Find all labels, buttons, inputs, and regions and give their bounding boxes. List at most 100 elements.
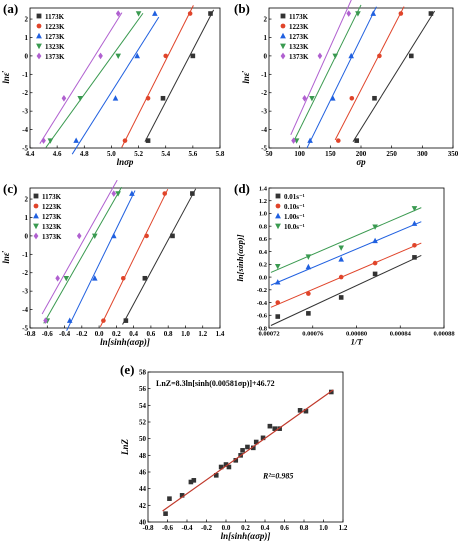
data-point — [302, 94, 307, 102]
data-point — [163, 511, 168, 516]
x-tick-label: 0.0 — [95, 330, 104, 338]
y-axis-label: ln[sinh(ασp)] — [235, 234, 245, 281]
data-point — [306, 311, 311, 316]
data-point — [123, 318, 129, 323]
data-point — [135, 11, 142, 17]
data-point — [274, 263, 281, 270]
panel-label: (b) — [234, 1, 250, 16]
data-point — [428, 11, 434, 16]
y-tick-label: -1 — [22, 71, 28, 79]
x-tick-label: 5.8 — [216, 150, 225, 158]
y-tick-label: -5 — [22, 324, 28, 332]
fit-line — [290, 0, 352, 136]
legend-marker — [33, 193, 39, 199]
x-tick-label: 5.0 — [107, 150, 116, 158]
x-axis-label: ln[sinh(ασp)] — [221, 531, 271, 541]
legend-label: 1373K — [45, 53, 65, 61]
y-tick-label: 1 — [25, 214, 29, 222]
x-tick-label: -0.2 — [76, 330, 88, 338]
legend-marker — [33, 212, 39, 219]
x-tick-label: 0.4 — [261, 524, 270, 532]
y-tick-label: 42 — [139, 502, 147, 510]
series-1173K — [352, 10, 436, 143]
legend-marker — [275, 193, 281, 199]
y-tick-label: 0.8 — [259, 223, 268, 230]
legend-marker — [33, 232, 39, 240]
legend-marker — [280, 13, 286, 19]
y-tick-label: 2 — [264, 16, 268, 24]
legend-marker — [280, 32, 286, 39]
fit-line — [270, 254, 422, 326]
plot-frame — [29, 187, 221, 329]
legend-label: 1273K — [42, 213, 62, 221]
x-tick-label: 0.8 — [300, 524, 309, 532]
y-tick-label: -4 — [261, 126, 267, 134]
data-point — [338, 256, 344, 262]
data-point — [115, 191, 121, 197]
data-point — [167, 496, 172, 501]
y-tick-label: 0 — [25, 232, 29, 240]
data-point — [160, 95, 166, 101]
plot-frame — [29, 7, 221, 149]
y-tick-label: -2 — [22, 89, 28, 97]
series-1373K — [290, 0, 352, 144]
legend-label: 1223K — [42, 203, 62, 211]
legend-label: 1273K — [289, 33, 309, 41]
data-point — [73, 137, 79, 143]
data-point — [346, 10, 352, 17]
fit-equation: LnZ=8.3ln[sinh(0.00581σp)]+46.72 — [156, 379, 275, 388]
data-point — [122, 138, 128, 143]
data-point — [233, 458, 239, 463]
series-1273K — [71, 10, 160, 155]
x-tick-label: 100 — [294, 150, 305, 158]
fit-line — [270, 221, 422, 286]
y-tick-label: 2 — [25, 196, 29, 204]
data-point — [354, 138, 360, 143]
data-point — [111, 190, 117, 197]
x-tick-label: 0.0 — [222, 524, 231, 532]
x-tick-label: 0.6 — [147, 330, 156, 338]
data-point — [101, 318, 106, 323]
data-point — [63, 275, 70, 282]
data-point — [129, 190, 135, 196]
x-tick-label: 0.00072 — [258, 331, 279, 338]
x-tick-label: 1.0 — [181, 330, 190, 338]
series-1223K — [334, 6, 405, 143]
y-tick-label: -3 — [261, 108, 267, 116]
data-point — [348, 52, 354, 59]
fit-line — [122, 188, 197, 325]
x-tick-label: 0.00080 — [346, 331, 367, 338]
data-point — [112, 95, 119, 101]
y-tick-label: -1 — [22, 251, 28, 259]
y-tick-label: -4 — [22, 126, 28, 134]
legend-label: 1273K — [45, 33, 65, 41]
y-tick-label: 0.2 — [259, 262, 267, 269]
y-tick-label: 40 — [139, 518, 147, 526]
data-point — [372, 237, 378, 244]
panel-e: -0.8 -0.6 -0.4 -0.2 0.0 0.2 0.4 0.6 0.8 1.0 1.2 40 4… — [120, 368, 348, 541]
panel-c: -0.8 -0.6 -0.4 -0.2 0.0 0.2 0.4 0.6 0.8 1.0 1.2 1.4… — [1, 180, 225, 347]
x-tick-label: 4.4 — [26, 150, 35, 158]
data-point — [411, 220, 418, 226]
data-point — [307, 137, 313, 143]
y-tick-label: 1.0 — [259, 211, 267, 218]
x-tick-label: -0.4 — [59, 330, 71, 338]
x-tick-label: 250 — [386, 150, 397, 158]
data-point — [41, 137, 46, 144]
data-point — [170, 233, 175, 239]
legend-label: 1323K — [42, 223, 62, 231]
data-point — [338, 245, 344, 251]
data-point — [372, 260, 378, 266]
x-tick-label: 0.6 — [280, 524, 289, 532]
panel-b: 50 100 150 200 250 300 350 -5 -4 -3 -2 -1 0 1 2 σp lnε̇ (… — [234, 0, 459, 167]
legend-label: 1373K — [42, 233, 62, 241]
data-point — [332, 53, 339, 59]
data-point — [372, 95, 377, 101]
data-point — [144, 233, 149, 239]
fit-line — [121, 5, 194, 148]
y-tick-label: 56 — [139, 385, 147, 393]
y-axis-label: LnZ — [120, 439, 130, 457]
data-point — [398, 11, 404, 16]
y-tick-label: 1 — [264, 34, 268, 42]
data-point — [377, 53, 382, 59]
